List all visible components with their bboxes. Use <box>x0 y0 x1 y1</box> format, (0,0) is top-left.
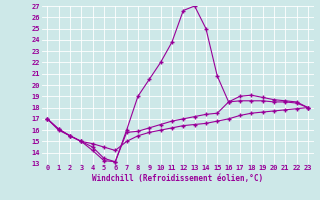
X-axis label: Windchill (Refroidissement éolien,°C): Windchill (Refroidissement éolien,°C) <box>92 174 263 183</box>
